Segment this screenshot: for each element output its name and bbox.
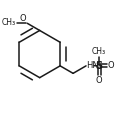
Text: O: O <box>96 76 102 85</box>
Text: HN: HN <box>87 61 99 70</box>
Text: CH₃: CH₃ <box>92 47 106 56</box>
Text: CH₃: CH₃ <box>2 18 16 27</box>
Text: O: O <box>20 14 26 23</box>
Text: S: S <box>96 61 103 71</box>
Text: O: O <box>108 61 115 70</box>
